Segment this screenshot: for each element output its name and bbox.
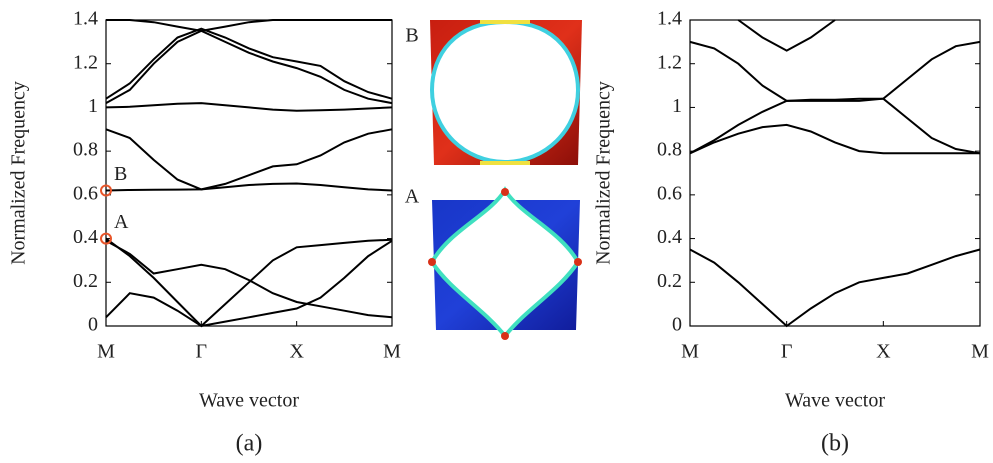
x-tick-label: Γ	[781, 341, 793, 363]
x-tick-label: M	[97, 341, 115, 363]
band-line	[689, 123, 980, 155]
y-tick-label: 0.4	[73, 226, 98, 248]
plot-frame	[689, 19, 981, 327]
x-tick-label: M	[681, 341, 699, 363]
x-tick-label: M	[383, 341, 401, 363]
band-line	[105, 239, 393, 319]
y-axis-label: Normalized Frequency	[593, 81, 615, 265]
x-tick-label: M	[971, 341, 989, 363]
mode-shape-b	[429, 19, 582, 165]
band-line	[689, 97, 981, 155]
y-tick-label: 0	[672, 314, 682, 336]
band-line	[689, 248, 981, 328]
panel-caption: (b)	[821, 431, 849, 457]
marker-label: B	[114, 163, 127, 185]
band-line	[689, 40, 981, 102]
mode-marker	[100, 232, 112, 245]
plot-frame	[105, 19, 393, 327]
y-tick-label: 0.8	[657, 139, 682, 161]
y-tick-label: 1.2	[657, 51, 682, 73]
band-line	[105, 239, 393, 328]
y-tick-label: 0.6	[657, 182, 682, 204]
y-tick-label: 0.2	[657, 270, 682, 292]
x-tick-label: X	[289, 341, 304, 363]
band-line	[737, 19, 836, 52]
y-tick-label: 1.4	[657, 8, 682, 30]
panel-caption: (a)	[236, 431, 263, 457]
y-tick-label: 0.4	[657, 226, 682, 248]
y-tick-label: 1.2	[73, 51, 98, 73]
band-line	[105, 182, 393, 192]
band-line	[105, 128, 393, 191]
mode-label: A	[405, 186, 420, 208]
band-line	[105, 29, 393, 105]
y-axis-label: Normalized Frequency	[8, 81, 30, 265]
mode-shape-a	[428, 186, 582, 340]
band-line	[105, 102, 393, 112]
y-tick-label: 0.2	[73, 270, 98, 292]
y-tick-label: 1.4	[73, 8, 98, 30]
band-line	[105, 237, 393, 328]
x-tick-label: X	[876, 341, 891, 363]
y-tick-label: 0.6	[73, 182, 98, 204]
x-tick-label: Γ	[196, 341, 208, 363]
mode-label: B	[405, 25, 418, 47]
mode-marker	[100, 184, 112, 197]
marker-label: A	[114, 211, 129, 233]
y-tick-label: 1	[672, 95, 682, 117]
band-line	[106, 19, 392, 32]
y-tick-label: 1	[88, 95, 98, 117]
x-axis-label: Wave vector	[199, 390, 299, 412]
y-tick-label: 0.8	[73, 139, 98, 161]
y-tick-label: 0	[88, 314, 98, 336]
band-line	[105, 27, 393, 100]
x-axis-label: Wave vector	[785, 390, 885, 412]
